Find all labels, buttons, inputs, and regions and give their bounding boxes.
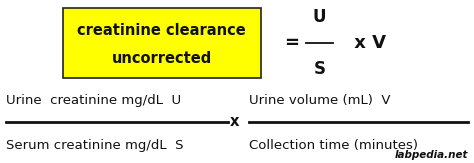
- Text: =: =: [284, 34, 299, 52]
- Text: creatinine clearance: creatinine clearance: [77, 23, 246, 38]
- Text: Urine  creatinine mg/dL  U: Urine creatinine mg/dL U: [6, 94, 181, 107]
- Text: labpedia.net: labpedia.net: [394, 150, 468, 160]
- Text: U: U: [313, 8, 326, 26]
- Text: Collection time (minutes): Collection time (minutes): [249, 139, 418, 152]
- FancyBboxPatch shape: [63, 8, 261, 78]
- Text: S: S: [313, 60, 326, 78]
- Text: x: x: [230, 114, 239, 129]
- Text: Urine volume (mL)  V: Urine volume (mL) V: [249, 94, 390, 107]
- Text: Serum creatinine mg/dL  S: Serum creatinine mg/dL S: [6, 139, 183, 152]
- Text: x V: x V: [348, 34, 386, 52]
- Text: uncorrected: uncorrected: [111, 51, 212, 66]
